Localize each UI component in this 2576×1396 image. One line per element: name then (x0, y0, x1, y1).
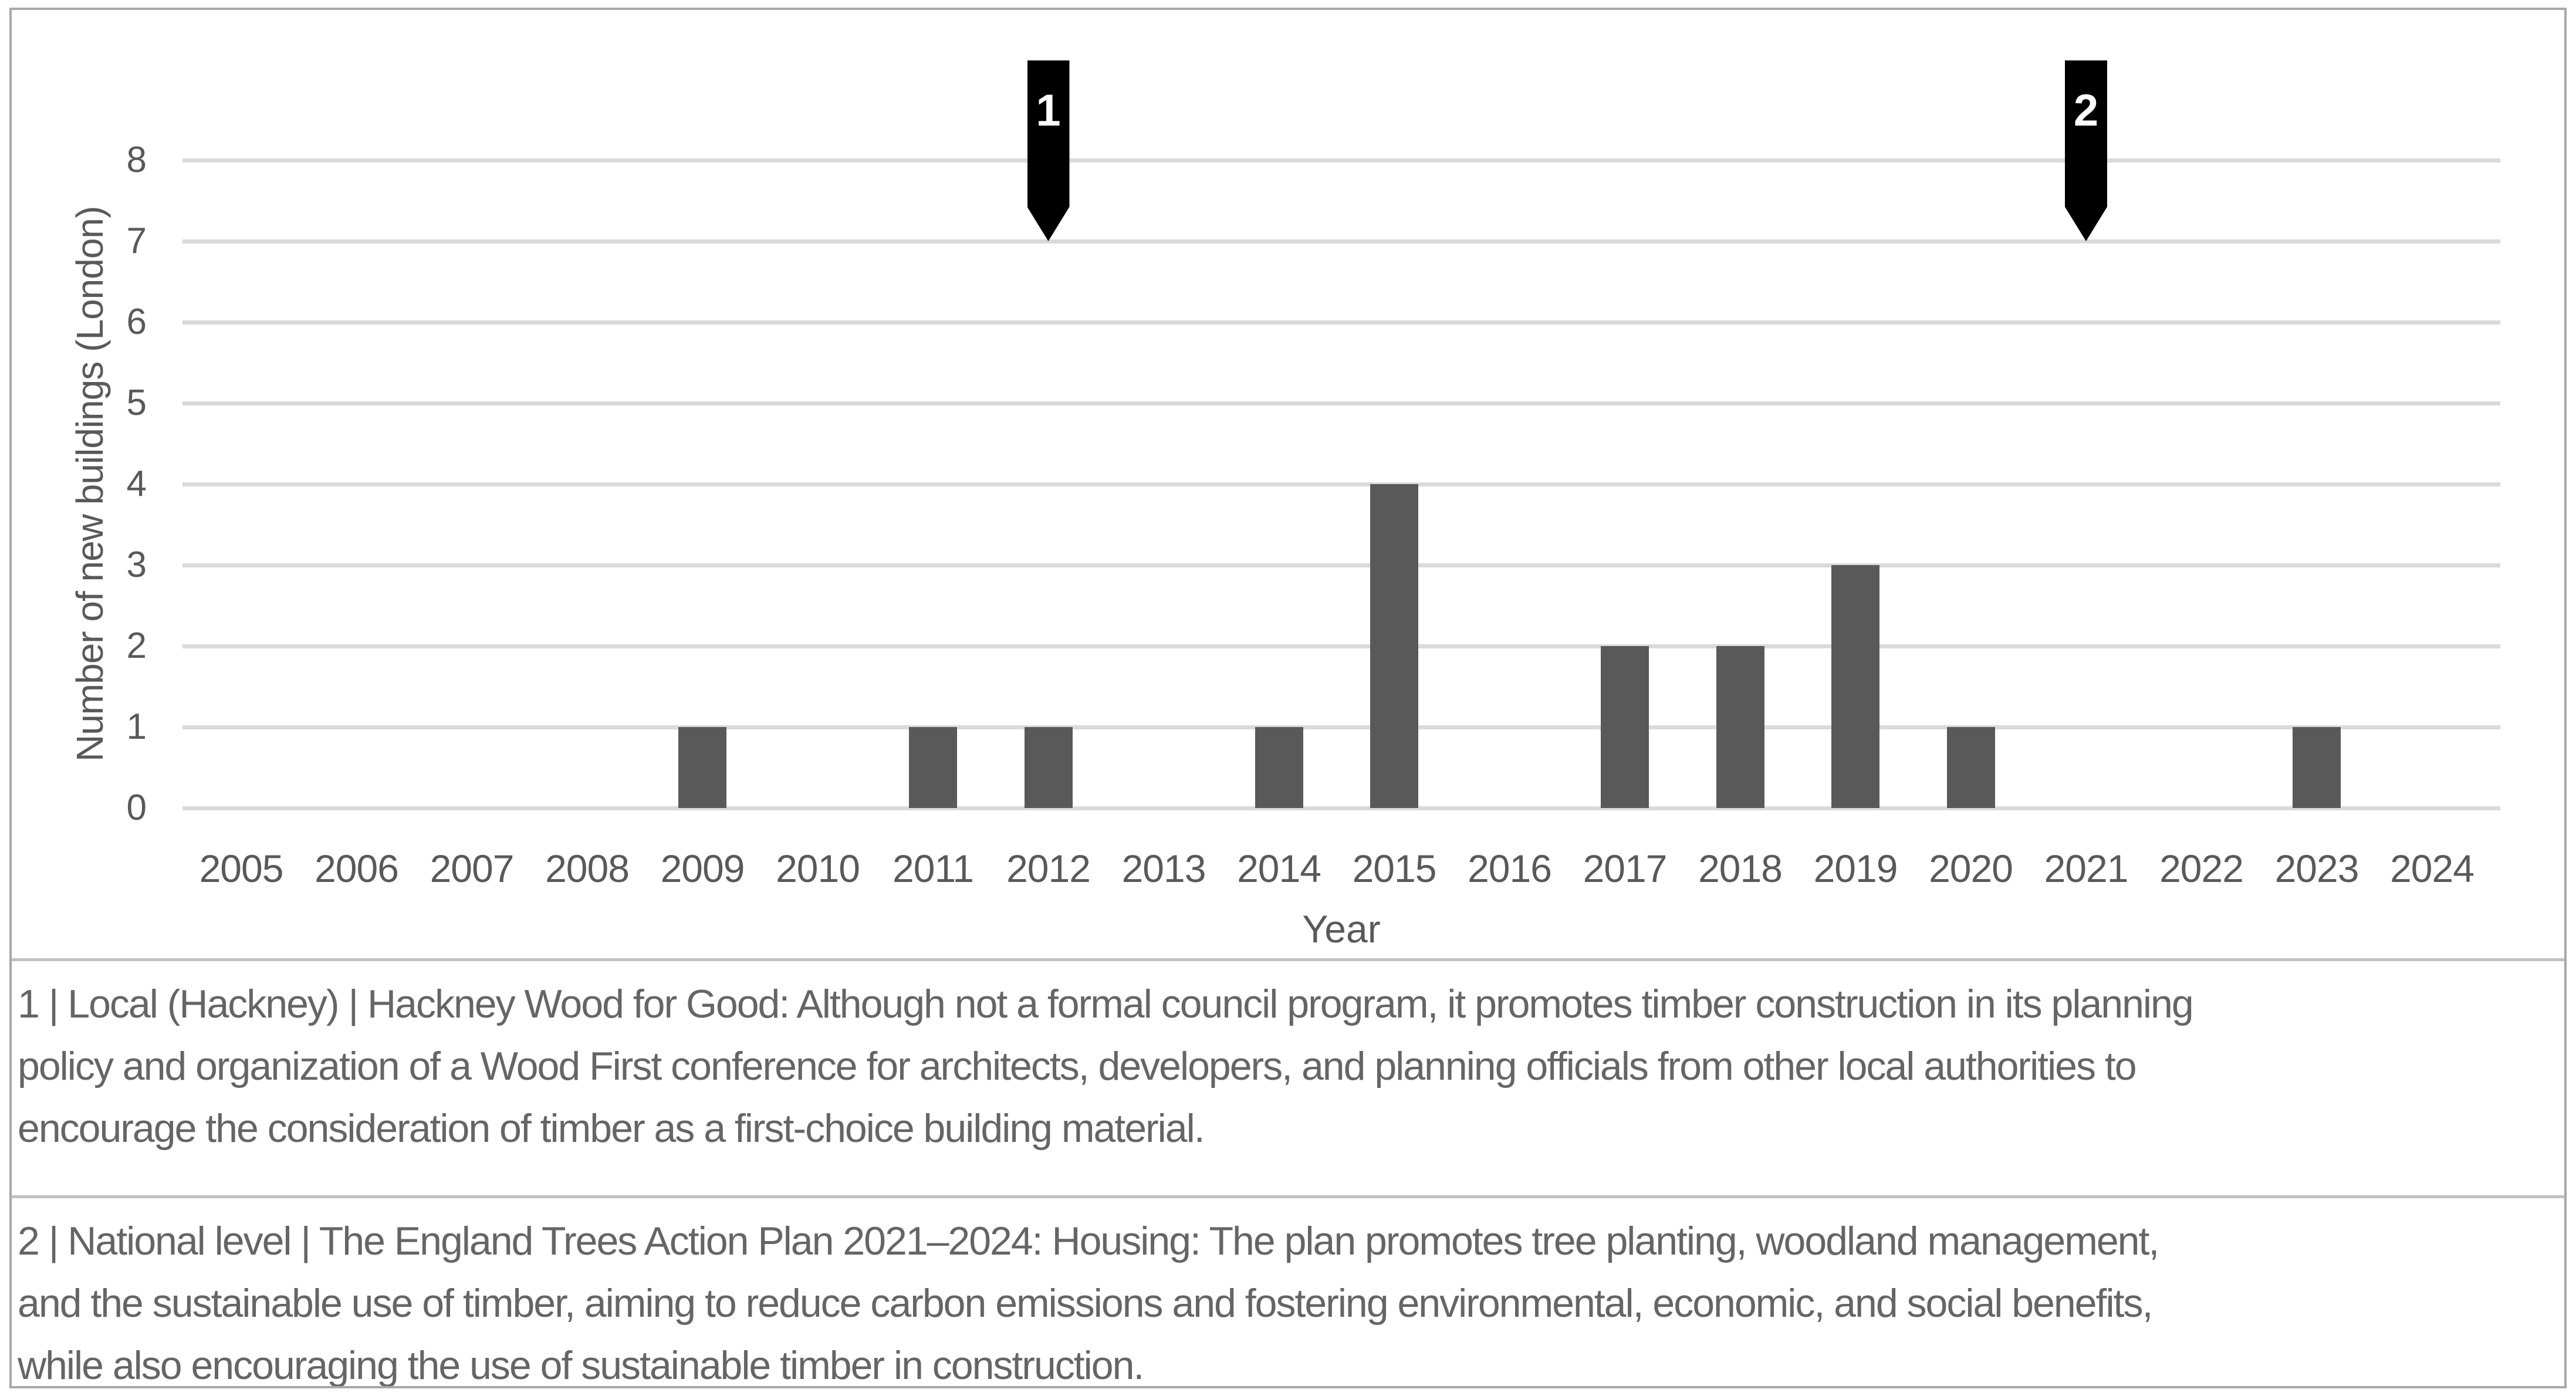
x-tick-2023: 2023 (2274, 847, 2359, 890)
gridline-y7 (182, 239, 2500, 244)
y-tick-5: 5 (126, 383, 147, 423)
y-tick-1: 1 (126, 707, 147, 747)
x-tick-2024: 2024 (2390, 847, 2474, 890)
annotation-marker-label: 2 (2073, 86, 2099, 136)
y-tick-8: 8 (126, 140, 147, 180)
x-axis-title: Year (1302, 907, 1381, 951)
note-1-line: encourage the consideration of timber as… (18, 1106, 1205, 1151)
x-tick-2017: 2017 (1583, 847, 1668, 890)
y-tick-3: 3 (126, 545, 147, 585)
note-2-line: while also encouraging the use of sustai… (18, 1343, 1144, 1386)
bar-2019 (1831, 565, 1879, 808)
annotation-marker-2: 2 (2065, 60, 2107, 241)
note-1-line: policy and organization of a Wood First … (18, 1044, 2137, 1089)
x-tick-2008: 2008 (545, 847, 630, 890)
note-2-line: 2 | National level | The England Trees A… (18, 1219, 2159, 1263)
x-tick-2016: 2016 (1468, 847, 1552, 890)
gridline-y6 (182, 320, 2500, 325)
x-tick-2021: 2021 (2044, 847, 2129, 890)
bar-2014 (1255, 727, 1303, 808)
bar-2009 (678, 727, 726, 808)
gridline-y8 (182, 158, 2500, 163)
bar-2015 (1370, 484, 1418, 808)
x-tick-2018: 2018 (1698, 847, 1783, 890)
bar-2023 (2293, 727, 2341, 808)
gridline-y1 (182, 725, 2500, 729)
bar-2020 (1946, 727, 1995, 808)
y-tick-6: 6 (126, 302, 147, 342)
note-2-line: and the sustainable use of timber, aimin… (18, 1281, 2153, 1326)
x-tick-2013: 2013 (1121, 847, 1206, 890)
footnote-2: 2 | National level | The England Trees A… (12, 1195, 2564, 1386)
gridline-y5 (182, 401, 2500, 405)
bar-2011 (909, 727, 957, 808)
bar-2012 (1024, 727, 1073, 808)
x-tick-2022: 2022 (2159, 847, 2244, 890)
x-tick-2014: 2014 (1237, 847, 1321, 890)
y-tick-7: 7 (126, 221, 147, 261)
x-tick-2020: 2020 (1929, 847, 2013, 890)
gridline-y4 (182, 482, 2500, 486)
y-tick-4: 4 (126, 464, 147, 504)
x-tick-2019: 2019 (1813, 847, 1898, 890)
y-tick-2: 2 (126, 626, 147, 666)
x-tick-2015: 2015 (1352, 847, 1437, 890)
bar-2018 (1716, 646, 1764, 808)
gridline-y2 (182, 644, 2500, 648)
gridline-y3 (182, 563, 2500, 567)
note-1-line: 1 | Local (Hackney) | Hackney Wood for G… (18, 982, 2194, 1026)
plot-area (182, 158, 2500, 810)
annotation-marker-label: 1 (1036, 86, 1061, 136)
x-tick-2011: 2011 (893, 847, 974, 890)
bar-2017 (1601, 646, 1649, 808)
y-tick-0: 0 (126, 787, 147, 828)
annotation-marker-1: 1 (1027, 60, 1070, 241)
x-tick-2007: 2007 (430, 847, 515, 890)
x-tick-2009: 2009 (660, 847, 745, 890)
gridline-y0 (182, 806, 2500, 810)
x-tick-2010: 2010 (776, 847, 860, 890)
x-tick-2012: 2012 (1006, 847, 1091, 890)
x-tick-2005: 2005 (199, 847, 284, 890)
x-tick-2006: 2006 (315, 847, 399, 890)
footnote-1: 1 | Local (Hackney) | Hackney Wood for G… (12, 958, 2564, 1195)
